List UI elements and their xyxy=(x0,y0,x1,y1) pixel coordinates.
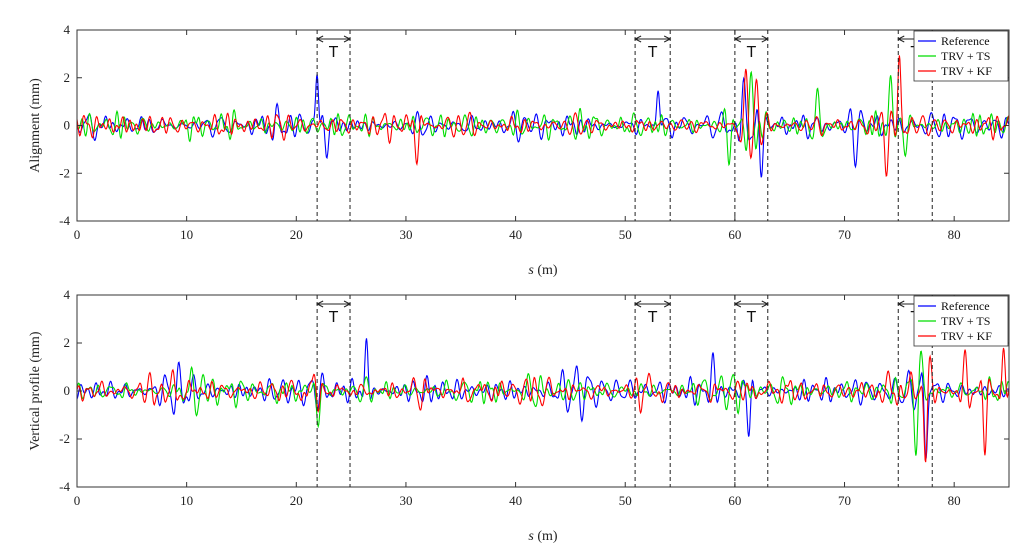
legend-entry: TRV + KF xyxy=(941,64,992,78)
y-tick-label: 4 xyxy=(64,287,71,302)
series-line-trv-ts xyxy=(77,70,1009,167)
interval-marker: T xyxy=(633,30,672,221)
x-tick-label: 50 xyxy=(619,227,632,242)
interval-label: T xyxy=(329,309,339,326)
x-tick-label: 30 xyxy=(399,227,412,242)
x-tick-label: 10 xyxy=(180,493,193,508)
y-tick-label: 4 xyxy=(64,22,71,37)
x-tick-label: 40 xyxy=(509,493,522,508)
interval-label: T xyxy=(648,44,658,61)
y-tick-label: 2 xyxy=(64,335,71,350)
y-tick-label: -2 xyxy=(59,165,70,180)
chart-panel-2: 0 10 20 30 40 50 60 70 80 -4 -2 0 2 4 s (m) Vertical pr… xyxy=(28,287,1010,544)
y-tick-label: 0 xyxy=(64,383,71,398)
y-axis-label: Vertical profile (mm) xyxy=(28,331,43,450)
legend-entry: TRV + TS xyxy=(941,49,990,63)
legend-entry: TRV + TS xyxy=(941,314,990,328)
series-line-trv-ts xyxy=(77,350,1009,456)
arrow-head-right xyxy=(663,35,672,43)
series-group xyxy=(77,55,1009,178)
y-tick-label: 0 xyxy=(64,118,71,133)
arrow-head-right xyxy=(343,300,352,308)
arrow-head-right xyxy=(343,35,352,43)
y-axis-label: Alignment (mm) xyxy=(28,78,43,173)
arrow-head-left xyxy=(316,300,324,308)
x-tick-label: 30 xyxy=(399,493,412,508)
arrow-head-left xyxy=(733,300,742,308)
arrow-head-right xyxy=(663,300,672,308)
x-tick-label: 80 xyxy=(948,493,961,508)
series-line-trv-kf xyxy=(77,347,1009,463)
arrow-head-left xyxy=(733,35,742,43)
y-tick-label: -2 xyxy=(59,431,70,446)
x-tick-label: 60 xyxy=(728,493,741,508)
interval-label: T xyxy=(648,309,658,326)
y-tick-label: 2 xyxy=(64,70,71,85)
y-tick-label: -4 xyxy=(59,479,70,494)
interval-marker: T xyxy=(316,30,352,221)
interval-label: T xyxy=(746,44,756,61)
arrow-head-left xyxy=(316,35,324,43)
arrow-head-left xyxy=(633,300,642,308)
x-tick-label: 10 xyxy=(180,227,193,242)
arrow-head-left xyxy=(633,35,642,43)
interval-label: T xyxy=(329,44,339,61)
interval-marker: T xyxy=(733,30,769,221)
y-tick-label: -4 xyxy=(59,213,70,228)
x-tick-label: 60 xyxy=(728,227,741,242)
arrow-head-right xyxy=(761,300,769,308)
x-axis-label: s (m) xyxy=(528,529,558,544)
x-tick-label: 50 xyxy=(619,493,632,508)
interval-label: T xyxy=(746,309,756,326)
x-tick-label: 70 xyxy=(838,493,851,508)
legend-entry: TRV + KF xyxy=(941,329,992,343)
arrow-head-left xyxy=(897,35,905,43)
x-tick-label: 80 xyxy=(948,227,961,242)
series-line-trv-kf xyxy=(77,55,1009,177)
x-tick-label: 20 xyxy=(290,227,303,242)
arrow-head-left xyxy=(897,300,905,308)
x-tick-label: 20 xyxy=(290,493,303,508)
legend-entry: Reference xyxy=(941,299,990,313)
series-line-reference xyxy=(77,338,1009,459)
x-tick-label: 0 xyxy=(74,493,81,508)
chart-panel-1: 0 10 20 30 40 50 60 70 80 -4 -2 0 2 4 s (m) Alignment (… xyxy=(28,22,1010,278)
x-tick-label: 0 xyxy=(74,227,81,242)
interval-marker: T xyxy=(316,295,352,487)
x-axis-label: s (m) xyxy=(528,263,558,278)
series-group xyxy=(77,338,1009,463)
legend-entry: Reference xyxy=(941,34,990,48)
interval-marker: T xyxy=(633,295,672,487)
interval-marker: T xyxy=(733,295,769,487)
arrow-head-right xyxy=(761,35,769,43)
x-tick-label: 40 xyxy=(509,227,522,242)
x-tick-label: 70 xyxy=(838,227,851,242)
